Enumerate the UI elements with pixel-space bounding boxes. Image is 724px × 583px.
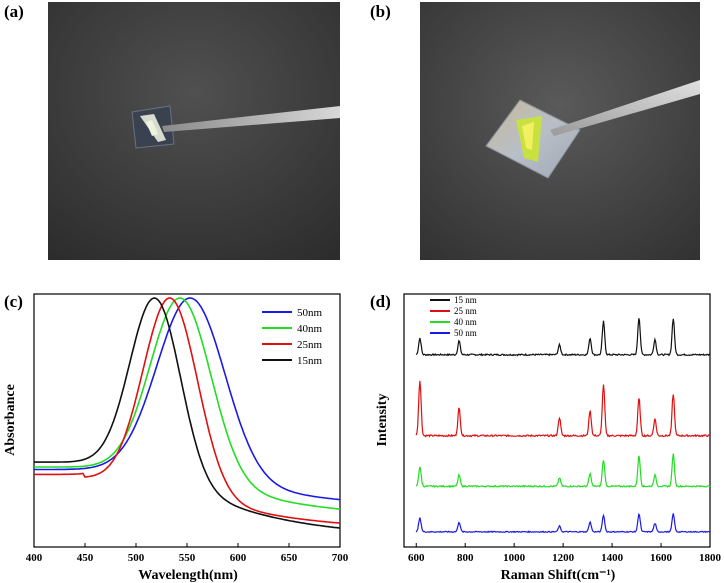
- d-x-tick-label: 1800: [699, 552, 722, 564]
- photo-a-drawing: [48, 2, 340, 260]
- photo-b: [420, 2, 700, 260]
- c-x-tick-label: 700: [332, 552, 349, 564]
- panel-label-c: (c): [4, 292, 23, 311]
- y-axis-label: Absorbance: [3, 384, 18, 456]
- series-line-40nm: [34, 297, 341, 510]
- panel-label-b: (b): [370, 2, 391, 21]
- legend-label-15nm: 15nm: [297, 355, 323, 367]
- series-line-50nm: [415, 512, 711, 534]
- series-line-15nm: [415, 318, 711, 357]
- c-x-tick-label: 600: [230, 552, 247, 564]
- chart-raman: Raman Shift(cm⁻¹) Intensity 600 800 1000 12…: [375, 293, 722, 583]
- d-x-tick-label: 1400: [601, 552, 624, 564]
- c-x-tick-label: 450: [77, 552, 94, 564]
- photo-a: [48, 2, 340, 260]
- d-x-tick-label: 1000: [503, 552, 526, 564]
- panel-label-d: (d): [370, 292, 391, 311]
- d-x-tick-label: 1200: [552, 552, 575, 564]
- y-axis-label: Intensity: [375, 394, 390, 447]
- legend-label-25nm: 25nm: [297, 339, 323, 351]
- legend-label-40nm: 40nm: [297, 323, 323, 335]
- c-x-tick-label: 550: [179, 552, 196, 564]
- legend-label-25nm: 25 nm: [454, 306, 477, 316]
- panel-label-a: (a): [4, 2, 24, 21]
- series-line-25nm: [415, 380, 710, 438]
- legend-label-50nm: 50nm: [297, 307, 323, 319]
- x-axis-label: Raman Shift(cm⁻¹): [501, 568, 616, 583]
- c-x-tick-label: 400: [26, 552, 43, 564]
- x-axis-label: Wavelength(nm): [138, 568, 238, 583]
- d-x-tick-label: 1600: [650, 552, 673, 564]
- series-line-50nm: [34, 297, 341, 501]
- legend-label-50nm: 50 nm: [454, 328, 477, 338]
- c-x-tick-label: 650: [281, 552, 298, 564]
- legend-label-15nm: 15 nm: [454, 295, 477, 305]
- d-x-tick-label: 600: [408, 552, 425, 564]
- photo-b-drawing: [420, 2, 700, 260]
- plot-frame: [403, 293, 711, 548]
- series-line-25nm: [34, 297, 341, 524]
- series-line-40nm: [415, 453, 711, 488]
- chart-absorbance: Wavelength(nm) Absorbance 400 450 500 550 60…: [3, 293, 349, 583]
- legend-label-40nm: 40 nm: [454, 317, 477, 327]
- c-x-tick-label: 500: [128, 552, 145, 564]
- series-line-15nm: [34, 297, 341, 529]
- d-x-tick-label: 800: [457, 552, 474, 564]
